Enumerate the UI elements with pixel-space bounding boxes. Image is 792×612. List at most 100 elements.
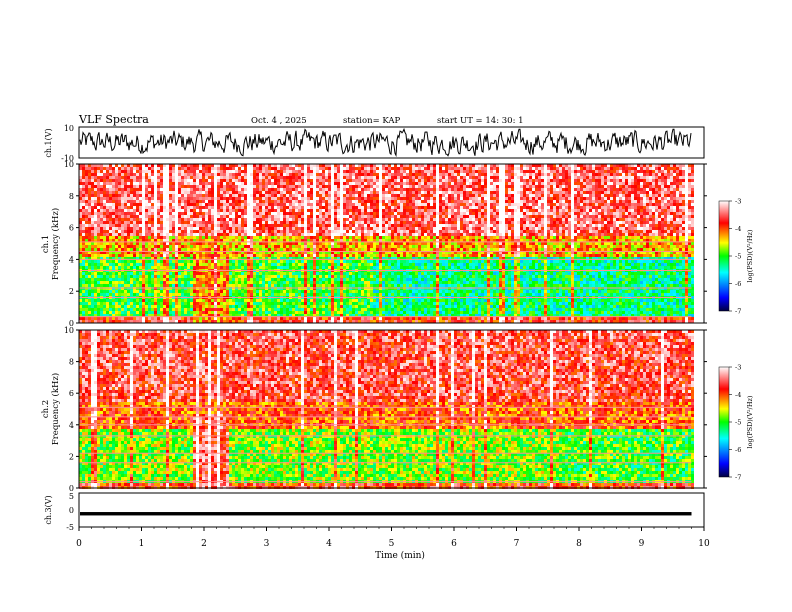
spectrogram-cell <box>82 182 85 185</box>
spectrogram-cell <box>115 275 118 278</box>
spectrogram-cell <box>184 320 187 323</box>
spectrogram-cell <box>313 188 316 191</box>
spectrogram-cell <box>199 176 202 179</box>
spectrogram-cell <box>154 266 157 269</box>
spectrogram-cell <box>331 209 334 212</box>
spectrogram-cell <box>127 206 130 209</box>
spectrogram-cell <box>106 182 109 185</box>
spectrogram-cell <box>298 179 301 182</box>
spectrogram-cell <box>310 185 313 188</box>
spectrogram-cell <box>175 242 178 245</box>
spectrogram-cell <box>130 191 133 194</box>
spectrogram-cell <box>283 194 286 197</box>
spectrogram-cell <box>289 188 292 191</box>
spectrogram-cell <box>124 311 127 314</box>
spectrogram-cell <box>124 254 127 257</box>
spectrogram-cell <box>349 167 352 170</box>
spectrogram-cell <box>289 206 292 209</box>
spectrogram-cell <box>91 176 94 179</box>
spectrogram-cell <box>127 317 130 320</box>
spectrogram-cell <box>193 185 196 188</box>
spectrogram-cell <box>85 281 88 284</box>
spectrogram-cell <box>106 164 109 167</box>
spectrogram-cell <box>184 230 187 233</box>
spectrogram-cell <box>103 302 106 305</box>
spectrogram-cell <box>154 293 157 296</box>
spectrogram-cell <box>352 212 355 215</box>
spectrogram-cell <box>166 305 169 308</box>
spectrogram-cell <box>259 224 262 227</box>
spectrogram-cell <box>238 284 241 287</box>
spectrogram-cell <box>352 179 355 182</box>
spectrogram-cell <box>112 254 115 257</box>
spectrogram-cell <box>325 254 328 257</box>
spectrogram-cell <box>337 236 340 239</box>
spectrogram-cell <box>247 272 250 275</box>
spectrogram-cell <box>178 308 181 311</box>
spectrogram-cell <box>280 224 283 227</box>
spectrogram-cell <box>97 239 100 242</box>
spectrogram-cell <box>241 215 244 218</box>
spectrogram-cell <box>244 206 247 209</box>
spectrogram-cell <box>97 293 100 296</box>
spectrogram-cell <box>79 218 82 221</box>
spectrogram-cell <box>355 197 358 200</box>
spectrogram-cell <box>262 206 265 209</box>
spectrogram-cell <box>313 239 316 242</box>
spectrogram-cell <box>199 215 202 218</box>
spectrogram-cell <box>166 242 169 245</box>
spectrogram-cell <box>334 209 337 212</box>
spectrogram-cell <box>286 233 289 236</box>
spectrogram-cell <box>355 176 358 179</box>
spectrogram-cell <box>136 239 139 242</box>
spectrogram-cell <box>328 212 331 215</box>
spectrogram-cell <box>319 281 322 284</box>
spectrogram-cell <box>217 290 220 293</box>
spectrogram-cell <box>106 179 109 182</box>
spectrogram-cell <box>310 293 313 296</box>
spectrogram-cell <box>130 311 133 314</box>
spectrogram-cell <box>196 209 199 212</box>
spectrogram-cell <box>229 317 232 320</box>
spectrogram-cell <box>211 233 214 236</box>
spectrogram-cell <box>124 320 127 323</box>
spectrogram-cell <box>178 239 181 242</box>
spectrogram-cell <box>187 251 190 254</box>
spectrogram-cell <box>85 236 88 239</box>
spectrogram-cell <box>355 221 358 224</box>
spectrogram-cell <box>358 245 361 248</box>
spectrogram-cell <box>331 314 334 317</box>
spectrogram-cell <box>160 212 163 215</box>
spectrogram-cell <box>103 278 106 281</box>
spectrogram-cell <box>316 314 319 317</box>
spectrogram-cell <box>133 317 136 320</box>
spectrogram-cell <box>229 275 232 278</box>
spectrogram-cell <box>229 251 232 254</box>
spectrogram-cell <box>274 245 277 248</box>
spectrogram-cell <box>349 236 352 239</box>
spectrogram-cell <box>292 194 295 197</box>
spectrogram-cell <box>250 191 253 194</box>
spectrogram-cell <box>262 257 265 260</box>
spectrogram-cell <box>91 230 94 233</box>
spectrogram-cell <box>181 227 184 230</box>
spectrogram-cell <box>142 284 145 287</box>
spectrogram-cell <box>175 176 178 179</box>
spectrogram-cell <box>301 257 304 260</box>
spectrogram-cell <box>157 230 160 233</box>
spectrogram-cell <box>166 278 169 281</box>
spectrogram-cell <box>220 185 223 188</box>
spectrogram-cell <box>205 215 208 218</box>
spectrogram-cell <box>79 314 82 317</box>
spectrogram-cell <box>223 293 226 296</box>
spectrogram-cell <box>235 278 238 281</box>
spectrogram-cell <box>124 239 127 242</box>
spectrogram-cell <box>220 191 223 194</box>
spectrogram-cell <box>121 266 124 269</box>
spectrogram-cell <box>340 215 343 218</box>
spectrogram-cell <box>139 194 142 197</box>
spectrogram-cell <box>106 254 109 257</box>
spectrogram-cell <box>310 203 313 206</box>
spectrogram-cell <box>331 167 334 170</box>
spectrogram-cell <box>217 275 220 278</box>
